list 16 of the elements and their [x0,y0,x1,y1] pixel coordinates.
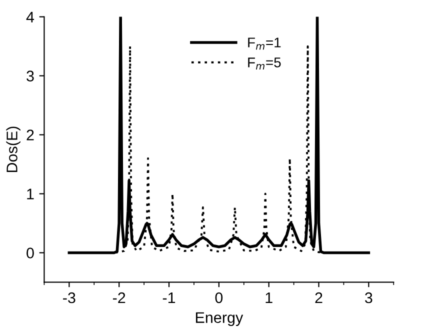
y-tick-label: 0 [26,248,34,258]
legend-label: F$_{m}$=5 [248,58,281,70]
x-tick-label: -1 [162,292,176,304]
y-tick-label: 1 [27,188,34,200]
x-tick-label: 3 [365,292,372,304]
x-tick-label: 1 [266,292,272,304]
x-tick-label: 2 [315,292,322,304]
legend-label: F$_{m}$=1 [248,38,281,50]
y-tick-label: 2 [26,130,34,140]
x-tick-label: -3 [63,292,76,304]
x-tick-label: 0 [215,292,223,304]
y-tick-label: 4 [26,12,34,22]
y-axis-title: Dos(E) [6,126,20,172]
y-tick-label: 3 [26,70,34,82]
x-tick-label: -2 [112,292,126,304]
x-axis-title: Energy [196,312,244,326]
